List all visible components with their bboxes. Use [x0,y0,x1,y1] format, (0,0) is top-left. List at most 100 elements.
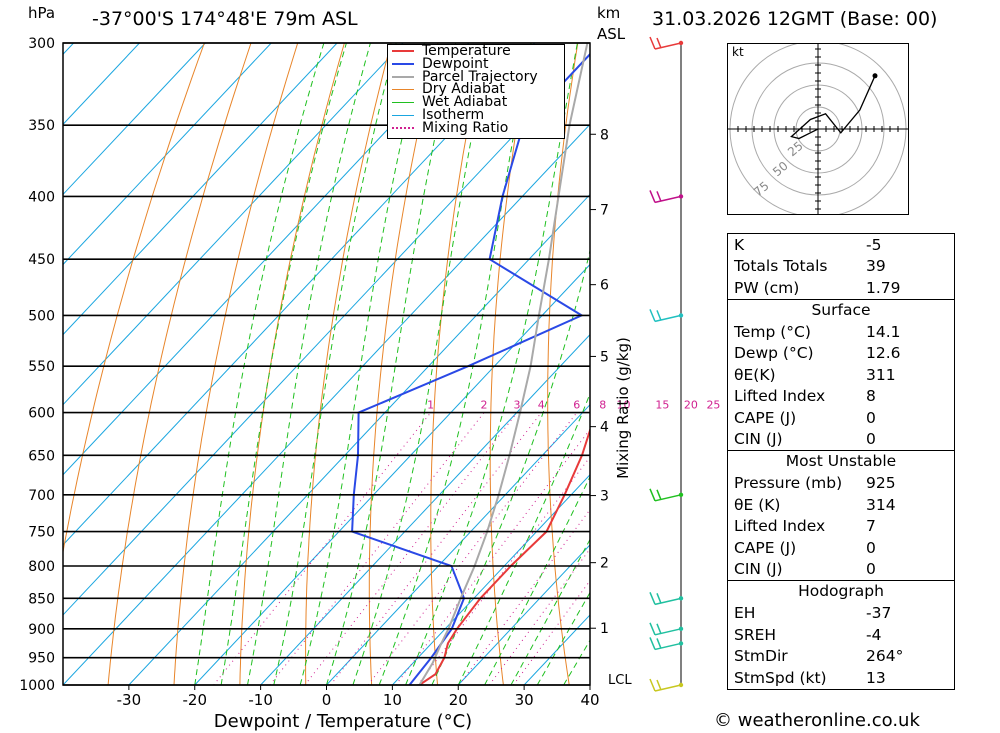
mixing-ratio-line [304,412,518,685]
wind-barb [649,488,684,502]
stats-row: Lifted Index 8 [728,386,954,408]
stats-value: -5 [866,235,882,254]
mixing-ratio-line [367,412,578,685]
isotherm-line [63,43,536,546]
stats-table: K -5 Totals Totals 39 PW (cm) 1.79 Surface Te… [727,233,955,690]
legend-label: Temperature [422,43,511,59]
stats-value: 1.79 [866,278,901,297]
pressure-tick-label: 400 [28,189,55,205]
pressure-tick-label: 900 [28,622,55,638]
legend-item: Temperature [388,43,564,59]
legend-item: Parcel Trajectory [388,68,564,85]
pressure-tick-label: 850 [28,591,55,607]
mixing-ratio-line [395,428,590,685]
wet-adiabat-line [431,248,590,685]
stats-key: CAPE (J) [734,538,797,557]
stats-key: StmDir [734,647,788,666]
isotherm-line [589,684,590,685]
isotherm-line [63,43,140,126]
stats-key: Lifted Index [734,387,826,406]
stats-value: 264° [866,647,904,666]
stats-row: Lifted Index 7 [728,516,954,538]
legend: Temperature Dewpoint Parcel Trajectory Dry … [387,44,565,139]
isotherm-line [63,43,272,266]
legend-label: Wet Adiabat [422,94,508,111]
stats-key: CIN (J) [734,560,783,579]
x-tick-label: -30 [117,691,142,709]
stats-value: 8 [866,387,876,406]
wind-barb [649,36,684,50]
wind-barb [649,190,684,204]
pressure-tick-label: 300 [28,36,55,52]
stats-key: θE(K) [734,365,776,384]
stats-row: Temp (°C) 14.1 [728,321,954,343]
wet-adiabat-line [405,43,578,685]
mixing-ratio-label: 20 [684,399,698,412]
isotherm-line [63,43,338,336]
stats-key: StmSpd (kt) [734,668,827,687]
km-tick-label: 4 [600,420,609,436]
pressure-tick-label: 700 [28,488,55,504]
copyright: © weatheronline.co.uk [714,710,920,731]
stats-row: Pressure (mb) 925 [728,473,954,495]
isotherm-line [656,43,720,685]
mixing-ratio-line [269,412,485,685]
legend-label: Parcel Trajectory [422,68,538,85]
legend-swatch [392,63,414,66]
legend-swatch [392,127,414,130]
stats-value: 0 [866,430,876,449]
stats-key: Totals Totals [734,257,828,276]
stats-row: CIN (J) 0 [728,429,954,451]
wind-barb [649,592,684,606]
pressure-tick-label: 550 [28,359,55,375]
legend-item: Mixing Ratio [388,121,564,135]
x-tick-label: 0 [322,691,332,709]
legend-swatch [392,114,414,116]
x-tick-label: 30 [515,691,534,709]
km-tick-label: 3 [600,489,609,505]
legend-item: Wet Adiabat [388,94,564,111]
wet-adiabat-line [563,639,590,685]
dry-adiabat-line [430,43,485,685]
location-title: -37°00'S 174°48'E 79m ASL [92,8,358,30]
stats-key: Lifted Index [734,517,826,536]
pressure-tick-label: 1000 [19,678,55,694]
stats-row: StmSpd (kt) 13 [728,667,954,689]
stats-value: 314 [866,495,896,514]
mixing-ratio-label: 10 [617,399,631,412]
stats-key: PW (cm) [734,278,800,297]
unit-hpa: hPa [28,4,56,22]
isotherm-line [260,333,590,685]
isotherm-line [194,263,590,685]
pressure-tick-label: 750 [28,525,55,541]
pressure-tick-label: 950 [28,651,55,667]
stats-key: K [734,235,745,254]
series-dewpoint [351,52,590,685]
x-tick-label: -20 [183,691,208,709]
dry-adiabat-line [173,43,299,685]
legend-label: Isotherm [422,106,485,123]
stats-value: 39 [866,257,886,276]
mixing-ratio-line [213,412,432,685]
stats-value: -4 [866,625,882,644]
stats-row: θE(K) 311 [728,364,954,386]
wind-barb [649,678,684,692]
wet-adiabat-line [220,43,347,685]
wind-barb [649,622,684,636]
wet-adiabat-line [194,43,325,685]
surface-title: Surface [728,298,954,322]
x-tick-label: 40 [580,691,599,709]
wet-adiabat-line [247,43,371,685]
isotherm-line [63,53,590,616]
km-tick-label: 6 [600,278,609,294]
stats-row: EH -37 [728,603,954,625]
wet-adiabat-line [352,43,492,685]
hodograph-trace [790,75,876,140]
isotherm-line [63,43,404,406]
stats-key: Temp (°C) [734,322,811,341]
hodograph-ring-label: 75 [751,179,772,200]
hodograph-endpoint [872,73,878,79]
stats-value: 13 [866,668,886,687]
isotherm-line [326,403,590,685]
